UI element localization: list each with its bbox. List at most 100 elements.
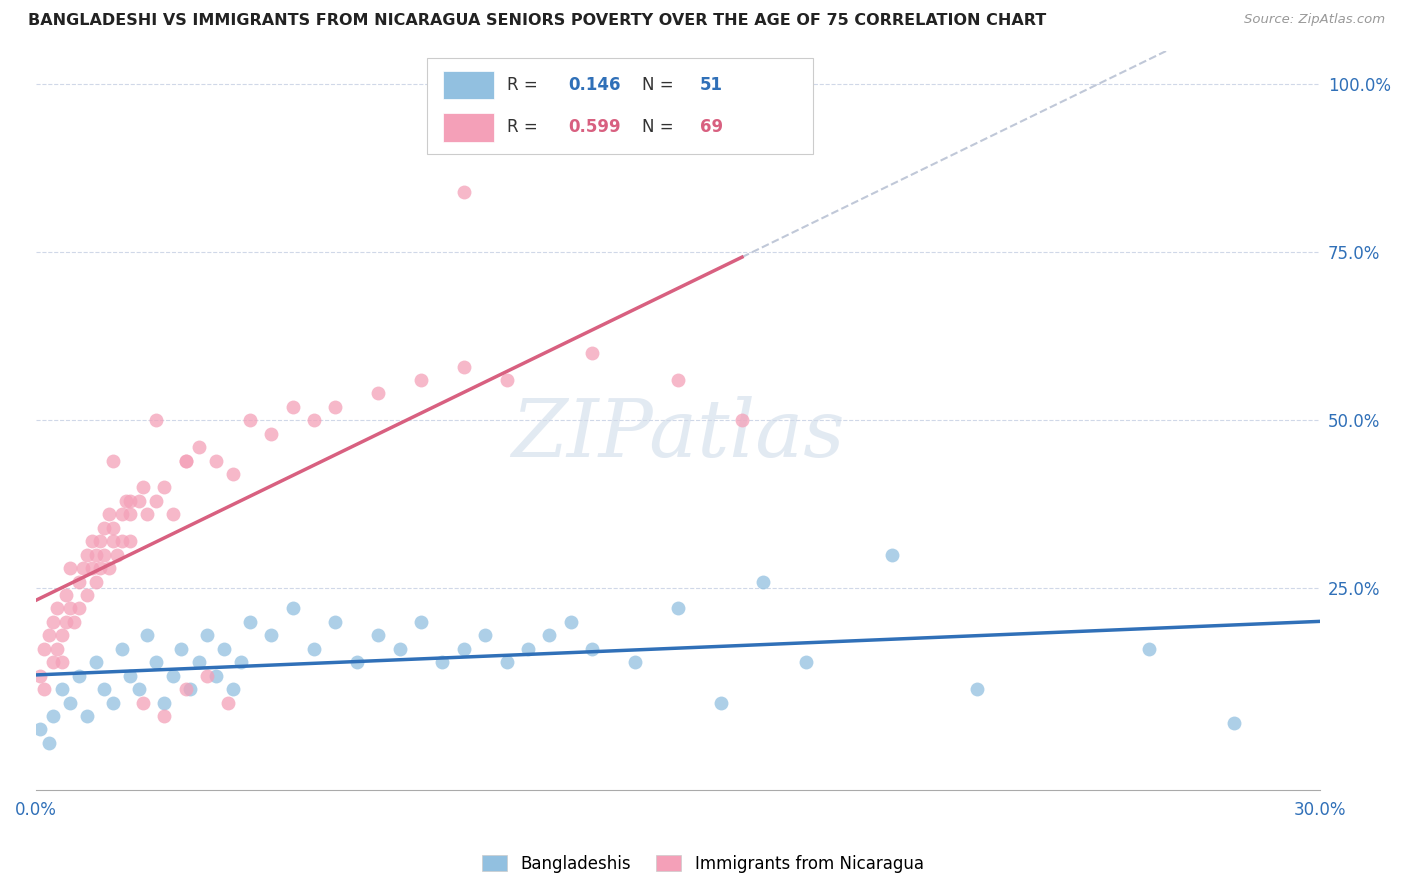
Point [63,615,86,629]
Point [174,453,197,467]
Point [710,696,733,710]
Point [84,574,107,589]
Point [204,668,226,682]
Point [67,601,90,615]
Point [260,426,283,441]
Point [1137,641,1160,656]
Point [752,574,775,589]
Point [132,481,155,495]
Point [128,494,150,508]
Point [495,373,517,387]
Point [51,655,73,669]
Point [260,628,283,642]
Bar [427,58,813,154]
Point [174,682,197,697]
Point [187,655,209,669]
Point [110,641,132,656]
Point [517,641,540,656]
Point [34,641,56,656]
Point [453,641,475,656]
Text: 51: 51 [700,76,723,94]
Point [195,668,218,682]
Point [666,373,689,387]
Point [97,508,120,522]
Point [581,641,603,656]
Text: R =: R = [508,119,543,136]
Text: R =: R = [508,76,543,94]
Text: Source: ZipAtlas.com: Source: ZipAtlas.com [1244,13,1385,27]
Point [162,668,184,682]
Point [212,641,235,656]
Point [162,508,184,522]
Point [432,655,454,669]
Point [42,709,65,723]
Point [59,601,82,615]
Point [794,655,817,669]
Point [179,682,201,697]
Point [281,601,304,615]
Point [153,709,176,723]
Point [59,561,82,575]
Point [120,534,142,549]
Point [89,534,111,549]
Point [101,453,124,467]
Bar [443,113,495,142]
Point [93,548,115,562]
Point [281,400,304,414]
Point [388,641,411,656]
Text: N =: N = [643,119,679,136]
Point [120,668,142,682]
Point [145,494,167,508]
Point [42,615,65,629]
Point [222,467,245,481]
Point [153,696,176,710]
Point [495,655,517,669]
Point [409,373,432,387]
Point [187,440,209,454]
Point [101,534,124,549]
Point [145,413,167,427]
Point [170,641,193,656]
Point [38,628,60,642]
Text: 0.599: 0.599 [568,119,621,136]
Point [80,534,103,549]
Point [204,453,226,467]
Point [325,615,347,629]
Point [101,696,124,710]
Point [666,601,689,615]
Point [80,561,103,575]
Point [97,561,120,575]
Point [474,628,496,642]
Point [30,668,52,682]
Point [367,628,389,642]
Point [302,413,325,427]
Point [84,655,107,669]
Text: BANGLADESHI VS IMMIGRANTS FROM NICARAGUA SENIORS POVERTY OVER THE AGE OF 75 CORR: BANGLADESHI VS IMMIGRANTS FROM NICARAGUA… [28,13,1046,29]
Point [51,682,73,697]
Point [46,601,69,615]
Point [966,682,988,697]
Text: 0.146: 0.146 [568,76,621,94]
Point [30,723,52,737]
Point [145,655,167,669]
Point [346,655,368,669]
Point [560,615,582,629]
Point [624,655,647,669]
Point [101,521,124,535]
Point [731,413,754,427]
Point [174,453,197,467]
Point [67,574,90,589]
Legend: Bangladeshis, Immigrants from Nicaragua: Bangladeshis, Immigrants from Nicaragua [475,848,931,880]
Point [581,346,603,360]
Point [72,561,94,575]
Point [302,641,325,656]
Point [42,655,65,669]
Point [55,588,77,602]
Point [239,413,262,427]
Point [409,615,432,629]
Point [153,481,176,495]
Point [84,548,107,562]
Point [453,359,475,374]
Point [76,709,98,723]
Text: ZIPatlas: ZIPatlas [510,396,845,474]
